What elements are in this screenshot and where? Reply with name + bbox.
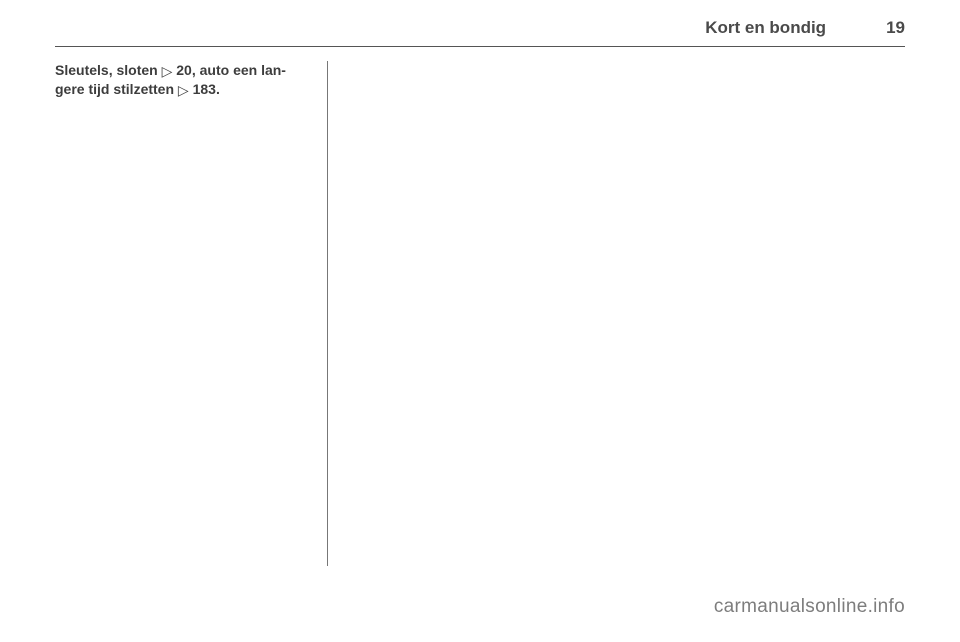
- text-fragment: gere tijd stilzetten: [55, 81, 178, 97]
- watermark-text: carmanualsonline.info: [714, 596, 905, 618]
- manual-page: Kort en bondig 19 Sleutels, sloten ▷ 20,…: [0, 0, 960, 642]
- content-area: Sleutels, sloten ▷ 20, auto een lan- ger…: [55, 47, 905, 567]
- section-title: Kort en bondig: [705, 18, 826, 38]
- text-fragment: , auto een lan-: [192, 62, 286, 78]
- reference-arrow-icon: ▷: [162, 62, 173, 81]
- reference-arrow-icon: ▷: [178, 81, 189, 100]
- left-column-text: Sleutels, sloten ▷ 20, auto een lan- ger…: [55, 61, 313, 99]
- text-fragment: Sleutels, sloten: [55, 62, 162, 78]
- text-fragment: .: [216, 81, 220, 97]
- column-divider: [327, 61, 328, 566]
- page-header: Kort en bondig 19: [55, 18, 905, 46]
- page-reference: 20: [172, 62, 191, 78]
- page-reference: 183: [189, 81, 216, 97]
- page-number: 19: [886, 18, 905, 38]
